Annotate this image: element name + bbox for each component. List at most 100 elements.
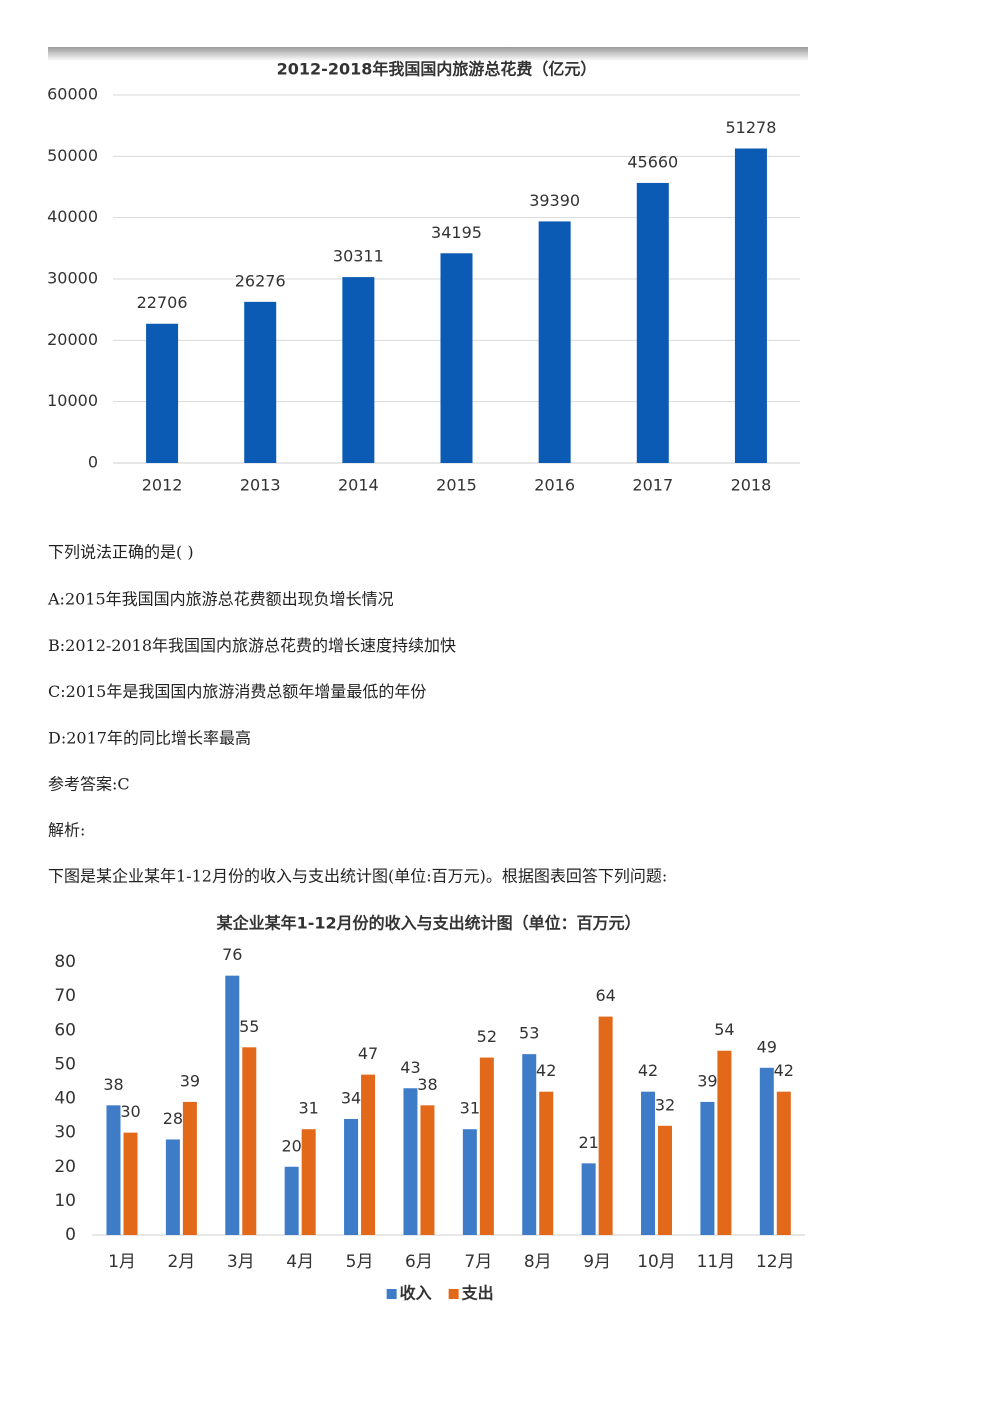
bar [440, 253, 473, 463]
legend-label: 支出 [461, 1284, 494, 1303]
y-tick-label: 30 [54, 1123, 76, 1143]
x-tick-label: 8月 [524, 1252, 552, 1272]
value-label: 38 [103, 1075, 123, 1094]
option: C:2015年是我国国内旅游消费总额年增量最低的年份 [48, 682, 426, 701]
x-tick-label: 2月 [167, 1252, 195, 1272]
value-label: 42 [536, 1061, 556, 1080]
bar [420, 1105, 435, 1235]
legend-label: 收入 [400, 1284, 432, 1303]
value-label: 55 [239, 1017, 259, 1036]
chart-title: 2012-2018年我国国内旅游总花费（亿元） [277, 60, 597, 79]
x-tick-label: 10月 [637, 1252, 676, 1272]
bar [598, 1016, 613, 1235]
bar [146, 323, 179, 463]
y-tick-label: 10 [54, 1191, 76, 1211]
value-label: 39 [697, 1071, 717, 1090]
value-label: 21 [578, 1133, 598, 1152]
value-label: 76 [222, 945, 242, 964]
y-tick-label: 80 [54, 952, 76, 972]
value-label: 38 [417, 1075, 437, 1094]
value-label: 43 [400, 1058, 420, 1077]
value-label: 22706 [137, 293, 188, 312]
bar [538, 221, 571, 463]
value-label: 34195 [431, 223, 482, 242]
legend-swatch [386, 1289, 397, 1299]
y-tick-label: 50000 [47, 146, 98, 165]
value-label: 26276 [235, 271, 286, 290]
bar [717, 1050, 732, 1235]
x-tick-label: 7月 [464, 1252, 492, 1272]
bar [658, 1125, 673, 1235]
bar [106, 1105, 121, 1235]
chart-frame-shade [48, 47, 808, 61]
y-tick-label: 40000 [47, 207, 98, 226]
option: B:2012-2018年我国国内旅游总花费的增长速度持续加快 [48, 636, 456, 655]
bar [539, 1091, 554, 1235]
bar [244, 301, 277, 463]
x-tick-label: 2015 [436, 476, 477, 495]
bar [522, 1054, 537, 1235]
option: D:2017年的同比增长率最高 [48, 728, 251, 747]
value-label: 39390 [529, 191, 580, 210]
value-label: 52 [477, 1027, 497, 1046]
value-label: 39 [180, 1071, 200, 1090]
value-label: 20 [281, 1136, 301, 1155]
y-tick-label: 60 [54, 1020, 76, 1040]
x-tick-label: 11月 [697, 1252, 736, 1272]
y-tick-label: 30000 [47, 269, 98, 288]
y-tick-label: 20000 [47, 330, 98, 349]
value-label: 30 [120, 1102, 140, 1121]
bar [361, 1074, 376, 1235]
x-tick-label: 1月 [108, 1252, 136, 1272]
analysis: 解析: [48, 821, 85, 840]
value-label: 49 [757, 1037, 777, 1056]
bar [342, 277, 375, 463]
value-label: 53 [519, 1024, 539, 1043]
chart-title: 某企业某年1-12月份的收入与支出统计图（单位：百万元） [216, 914, 641, 933]
x-tick-label: 2013 [240, 476, 281, 495]
bar [581, 1163, 596, 1235]
y-tick-label: 0 [88, 453, 98, 472]
value-label: 51278 [725, 118, 776, 137]
value-label: 31 [460, 1099, 480, 1118]
value-label: 42 [638, 1061, 658, 1080]
x-tick-label: 4月 [286, 1252, 314, 1272]
bar [700, 1101, 715, 1235]
value-label: 30311 [333, 247, 384, 266]
bar [776, 1091, 791, 1235]
bar [182, 1101, 197, 1235]
x-tick-label: 3月 [227, 1252, 255, 1272]
intro: 下图是某企业某年1-12月份的收入与支出统计图(单位:百万元)。根据图表回答下列… [48, 867, 667, 886]
bar [479, 1057, 494, 1235]
bar [636, 182, 669, 463]
x-tick-label: 12月 [756, 1252, 795, 1272]
x-tick-label: 5月 [346, 1252, 374, 1272]
y-tick-label: 10000 [47, 391, 98, 410]
value-label: 45660 [627, 152, 678, 171]
value-label: 54 [714, 1020, 734, 1039]
answer: 参考答案:C [48, 775, 130, 794]
bar [462, 1129, 477, 1235]
bar [641, 1091, 656, 1235]
x-tick-label: 2014 [338, 476, 379, 495]
y-tick-label: 40 [54, 1089, 76, 1109]
y-tick-label: 20 [54, 1157, 76, 1177]
x-tick-label: 2012 [142, 476, 183, 495]
option: A:2015年我国国内旅游总花费额出现负增长情况 [47, 590, 394, 609]
value-label: 42 [774, 1061, 794, 1080]
legend-swatch [448, 1289, 459, 1299]
x-tick-label: 6月 [405, 1252, 433, 1272]
bar [403, 1088, 418, 1235]
bar [242, 1047, 257, 1235]
bar [759, 1067, 774, 1235]
value-label: 31 [298, 1099, 318, 1118]
bar [734, 148, 767, 463]
bar [344, 1118, 359, 1235]
x-tick-label: 2016 [534, 476, 575, 495]
value-label: 47 [358, 1044, 378, 1063]
x-tick-label: 2018 [731, 476, 772, 495]
value-label: 32 [655, 1095, 675, 1114]
bar [123, 1132, 138, 1235]
bar [301, 1129, 316, 1235]
